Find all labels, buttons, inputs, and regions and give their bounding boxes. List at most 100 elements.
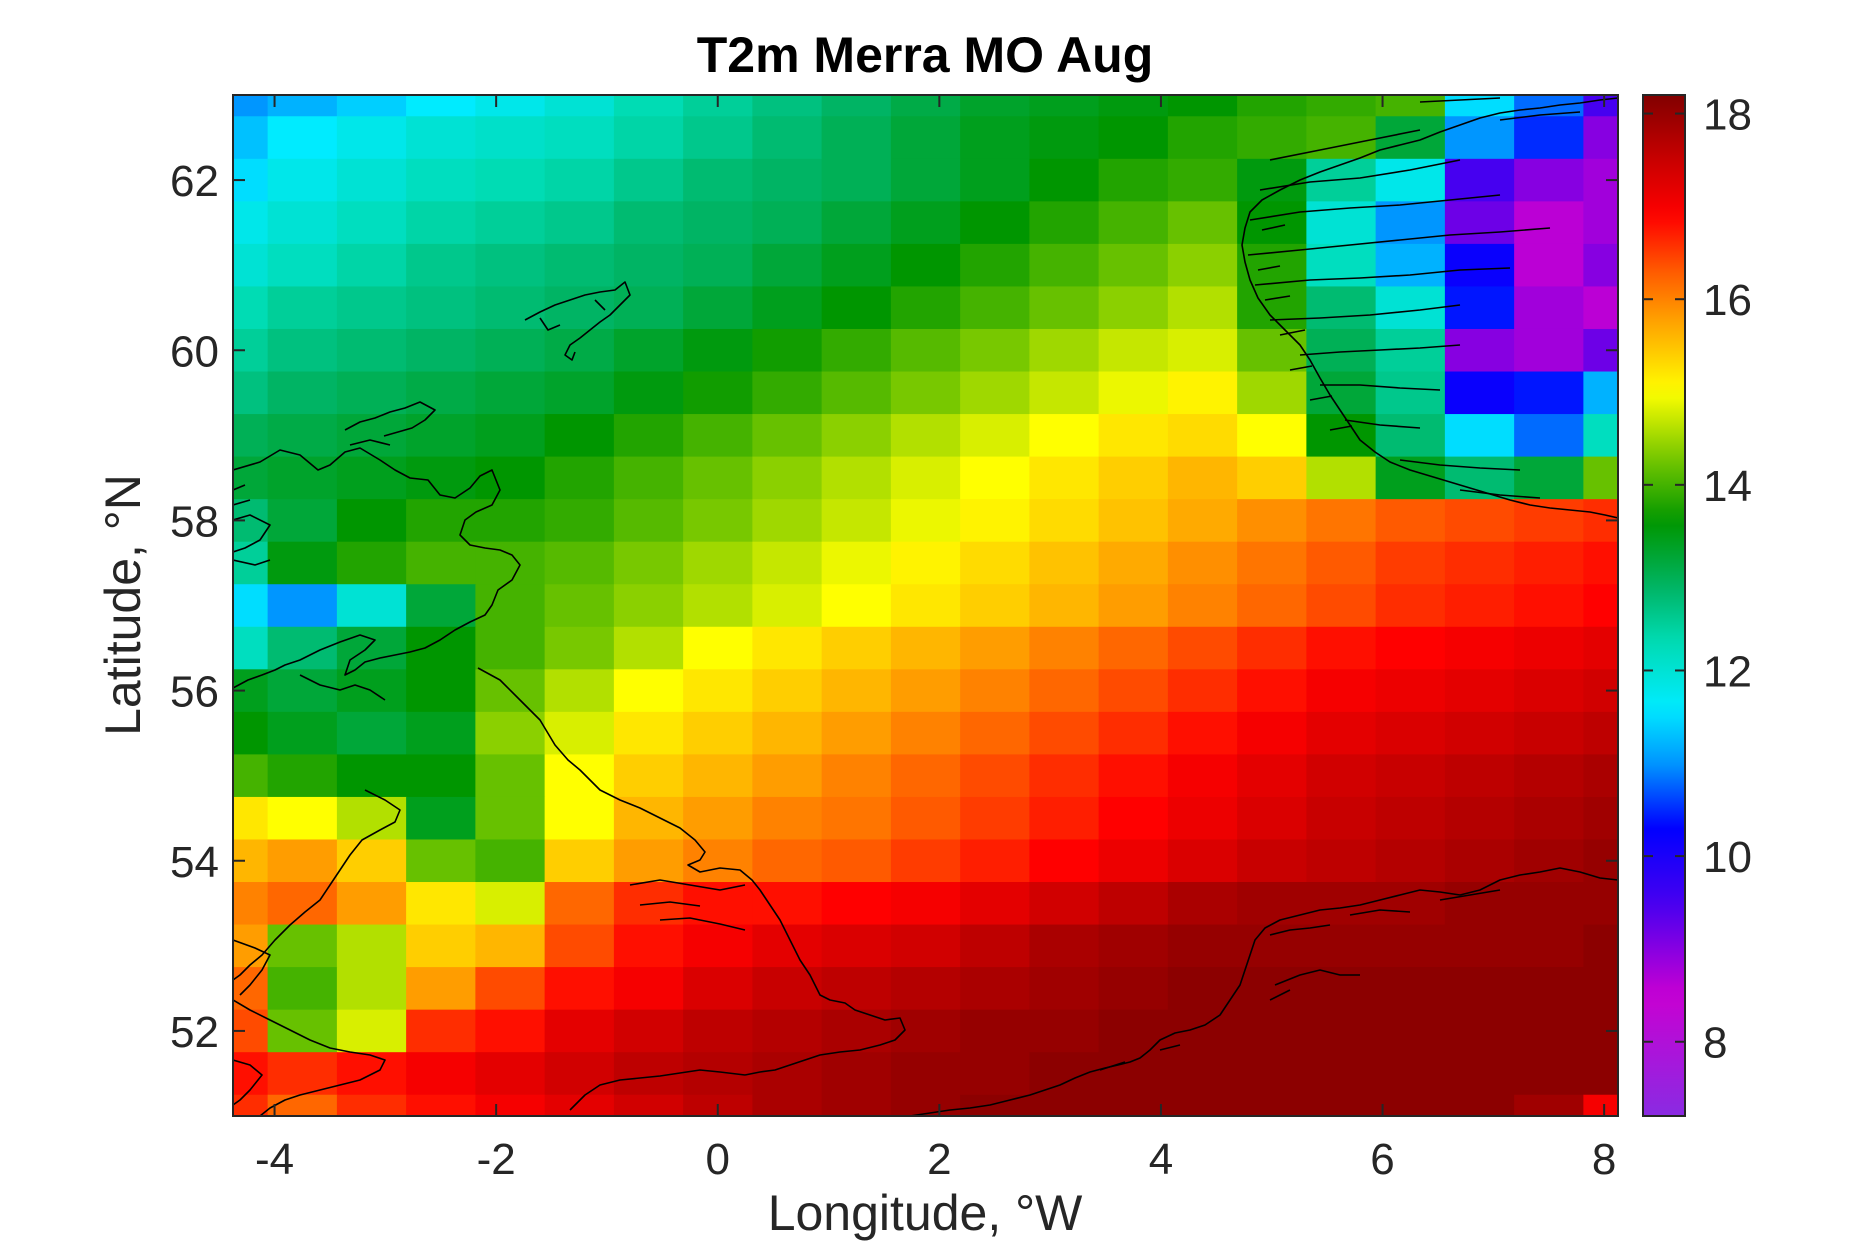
heatmap-cell bbox=[1375, 796, 1446, 841]
heatmap-cell bbox=[1583, 754, 1618, 798]
heatmap-cell bbox=[406, 967, 476, 1011]
heatmap-cell bbox=[1098, 626, 1169, 670]
coastline-netherlands-islands bbox=[1099, 889, 1501, 1071]
heatmap-cell bbox=[1444, 499, 1515, 543]
heatmap-cell bbox=[336, 371, 407, 415]
heatmap-cell bbox=[752, 541, 823, 585]
heatmap-cell bbox=[752, 499, 823, 543]
heatmap-cell bbox=[233, 584, 269, 628]
heatmap-cell bbox=[475, 243, 546, 288]
heatmap-cell bbox=[1306, 1094, 1377, 1116]
heatmap-cell bbox=[267, 116, 338, 160]
heatmap-cell bbox=[1444, 116, 1515, 160]
heatmap-cell bbox=[821, 1094, 892, 1116]
heatmap-cell bbox=[613, 669, 684, 713]
heatmap-cell bbox=[960, 158, 1030, 202]
heatmap-cell bbox=[683, 158, 753, 202]
heatmap-cell bbox=[544, 328, 615, 373]
heatmap-cell bbox=[890, 286, 961, 330]
heatmap-cell bbox=[336, 541, 407, 585]
heatmap-cell bbox=[752, 839, 823, 883]
heatmap-cell bbox=[475, 371, 546, 415]
heatmap-cell bbox=[1514, 243, 1584, 288]
heatmap-cell bbox=[544, 456, 615, 500]
heatmap-cell bbox=[544, 796, 615, 841]
heatmap-cell bbox=[544, 967, 615, 1011]
heatmap-cell bbox=[544, 924, 615, 968]
heatmap-cell bbox=[544, 839, 615, 883]
heatmap-cell bbox=[1167, 201, 1238, 245]
heatmap-cell bbox=[1306, 1052, 1377, 1096]
heatmap-cell bbox=[475, 499, 546, 543]
heatmap-cell bbox=[683, 754, 753, 798]
heatmap-cell bbox=[406, 626, 476, 670]
heatmap-cell bbox=[1098, 499, 1169, 543]
heatmap-cell bbox=[1237, 456, 1307, 500]
y-axis-label: Latitude, °N bbox=[95, 474, 151, 736]
heatmap-cell bbox=[406, 243, 476, 288]
heatmap-cell bbox=[821, 754, 892, 798]
heatmap-cell bbox=[336, 626, 407, 670]
x-tick-label: 6 bbox=[1370, 1135, 1394, 1184]
heatmap-cell bbox=[475, 286, 546, 330]
heatmap-cell bbox=[613, 626, 684, 670]
heatmap-cell bbox=[1375, 95, 1446, 117]
heatmap-cell bbox=[1583, 924, 1618, 968]
heatmap-cell bbox=[336, 499, 407, 543]
heatmap-cell bbox=[683, 328, 753, 373]
heatmap-cell bbox=[1514, 414, 1584, 458]
heatmap-cell bbox=[1237, 1094, 1307, 1116]
heatmap-cell bbox=[267, 924, 338, 968]
heatmap-cell bbox=[1237, 584, 1307, 628]
plot-area bbox=[233, 95, 1618, 1116]
heatmap-cell bbox=[821, 796, 892, 841]
heatmap-cell bbox=[890, 1052, 961, 1096]
heatmap-cell bbox=[1098, 328, 1169, 373]
heatmap-cell bbox=[1167, 754, 1238, 798]
heatmap-cell bbox=[1444, 371, 1515, 415]
heatmap-cell bbox=[1514, 541, 1584, 585]
heatmap-cell bbox=[683, 499, 753, 543]
heatmap-cell bbox=[475, 924, 546, 968]
heatmap-cell bbox=[1167, 541, 1238, 585]
heatmap-cell bbox=[683, 669, 753, 713]
heatmap-cell bbox=[890, 839, 961, 883]
heatmap-cell bbox=[752, 243, 823, 288]
heatmap-cell bbox=[1237, 541, 1307, 585]
heatmap-cell bbox=[1444, 924, 1515, 968]
heatmap-cells bbox=[233, 95, 1618, 1116]
heatmap-cell bbox=[406, 669, 476, 713]
heatmap-cell bbox=[1029, 201, 1100, 245]
heatmap-cell bbox=[821, 541, 892, 585]
heatmap-cell bbox=[1237, 116, 1307, 160]
heatmap-cell bbox=[1167, 456, 1238, 500]
heatmap-cell bbox=[267, 158, 338, 202]
heatmap-cell bbox=[752, 328, 823, 373]
heatmap-cell bbox=[683, 1052, 753, 1096]
y-axis: 52 54 56 58 60 62 bbox=[170, 157, 1618, 1057]
coastline-netherlands bbox=[909, 867, 1618, 1116]
heatmap-cell bbox=[336, 158, 407, 202]
heatmap-cell bbox=[960, 95, 1030, 117]
heatmap-cell bbox=[406, 839, 476, 883]
heatmap-cell bbox=[336, 243, 407, 288]
heatmap-cell bbox=[1029, 456, 1100, 500]
heatmap-cell bbox=[1237, 158, 1307, 202]
heatmap-cell bbox=[1237, 626, 1307, 670]
colorbar-tick-label: 8 bbox=[1703, 1019, 1727, 1068]
heatmap-cell bbox=[752, 1009, 823, 1053]
coastline-norway-skerries bbox=[1257, 224, 1353, 431]
heatmap-cell bbox=[544, 158, 615, 202]
heatmap-cell bbox=[544, 95, 615, 117]
heatmap-cell bbox=[406, 754, 476, 798]
heatmap-cell bbox=[1306, 499, 1377, 543]
heatmap-cell bbox=[752, 414, 823, 458]
heatmap-cell bbox=[406, 541, 476, 585]
heatmap-cell bbox=[1029, 116, 1100, 160]
heatmap-cell bbox=[336, 754, 407, 798]
heatmap-cell bbox=[613, 456, 684, 500]
heatmap-cell bbox=[1029, 1094, 1100, 1116]
coastline-england-east bbox=[477, 667, 906, 1076]
heatmap-cell bbox=[1098, 201, 1169, 245]
heatmap-cell bbox=[613, 967, 684, 1011]
